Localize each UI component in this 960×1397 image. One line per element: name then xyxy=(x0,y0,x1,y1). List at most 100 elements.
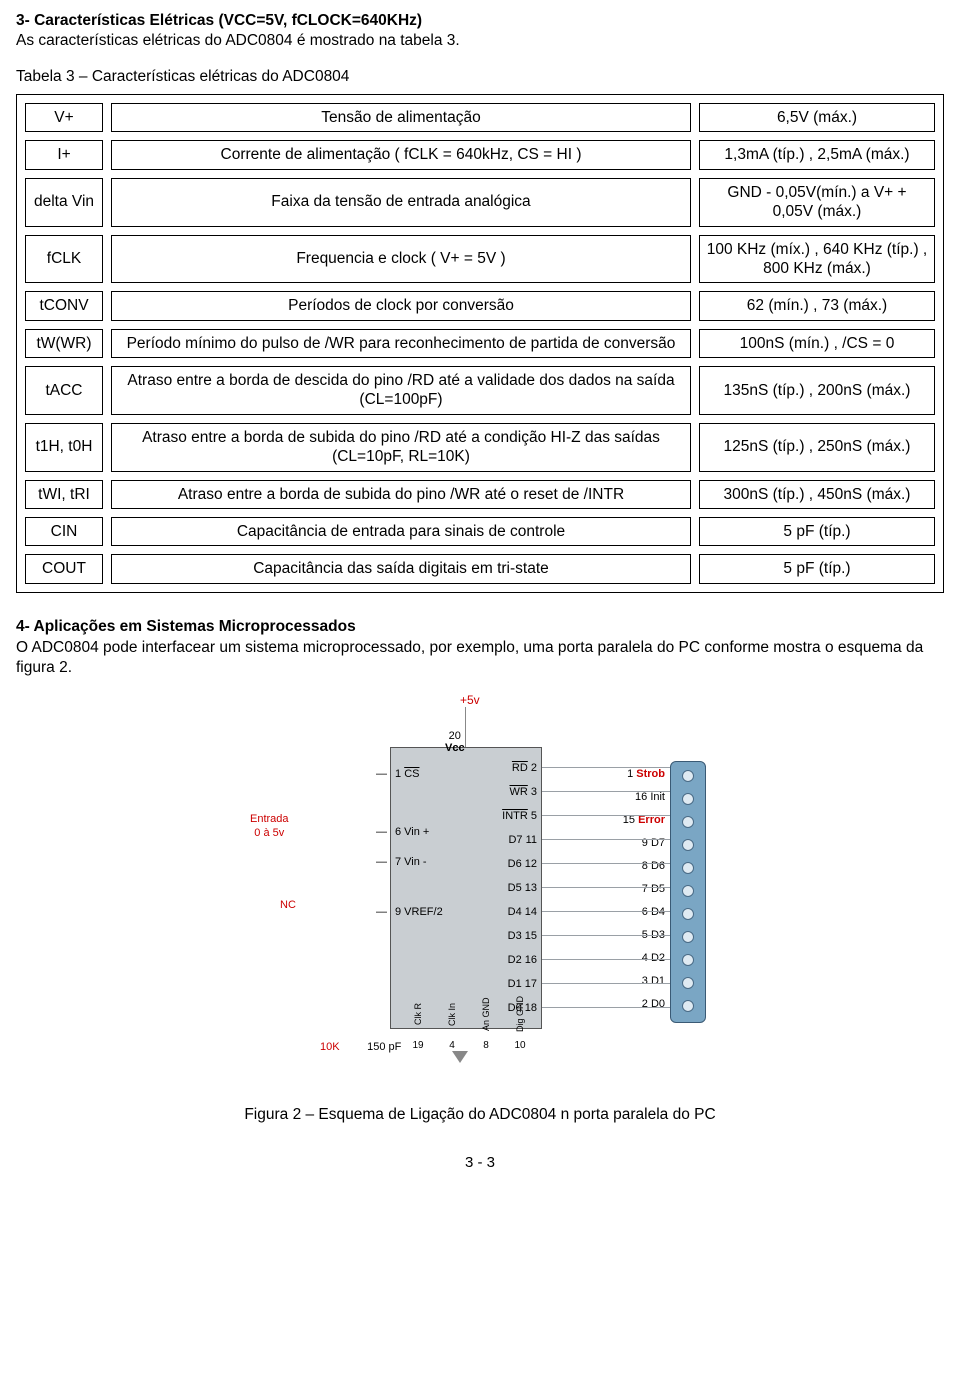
figure2-schematic: +5v 20Vcc1 CS—6 Vin +—7 Vin -—9 VREF/2—R… xyxy=(220,691,740,1091)
table-row: V+Tensão de alimentação6,5V (máx.) xyxy=(25,103,935,132)
nc-label: NC xyxy=(280,899,296,911)
connector-pin-label: 2 D0 xyxy=(642,998,665,1010)
connector-pin-dot xyxy=(682,885,694,897)
connector-pin-dot xyxy=(682,816,694,828)
value-cell: GND - 0,05V(mín.) a V+ + 0,05V (máx.) xyxy=(699,178,935,227)
chip-pin-left: 9 VREF/2 xyxy=(395,906,443,918)
chip-pin-left: 6 Vin + xyxy=(395,826,429,838)
symbol-cell: tACC xyxy=(25,366,103,415)
section4-body: O ADC0804 pode interfacear um sistema mi… xyxy=(16,639,923,677)
connector-pin-label: 7 D5 xyxy=(642,883,665,895)
description-cell: Período mínimo do pulso de /WR para reco… xyxy=(111,329,691,358)
table-row: tWI, tRI Atraso entre a borda de subida d… xyxy=(25,480,935,509)
chip-pin-top: 20Vcc xyxy=(445,730,465,754)
value-cell: 135nS (típ.) , 200nS (máx.) xyxy=(699,366,935,415)
table-row: delta VinFaixa da tensão de entrada anal… xyxy=(25,178,935,227)
description-cell: Tensão de alimentação xyxy=(111,103,691,132)
adc0804-chip: 20Vcc1 CS—6 Vin +—7 Vin -—9 VREF/2—RD 2W… xyxy=(390,747,542,1029)
description-cell: Capacitância das saída digitais em tri-s… xyxy=(111,554,691,583)
description-cell: Atraso entre a borda de subida do pino /… xyxy=(111,480,691,509)
wire xyxy=(542,983,670,984)
chip-pin-right: D6 12 xyxy=(508,858,537,870)
symbol-cell: t1H, t0H xyxy=(25,423,103,472)
symbol-cell: V+ xyxy=(25,103,103,132)
table-row: tCONVPeríodos de clock por conversão62 (… xyxy=(25,291,935,320)
connector-pin-dot xyxy=(682,1000,694,1012)
rc-network: 10K 150 pF xyxy=(320,1041,401,1053)
symbol-cell: tCONV xyxy=(25,291,103,320)
chip-pin-left: 7 Vin - xyxy=(395,856,427,868)
wire xyxy=(542,839,670,840)
figure2-caption: Figura 2 – Esquema de Ligação do ADC0804… xyxy=(16,1106,944,1124)
table-row: CIN Capacitância de entrada para sinais d… xyxy=(25,517,935,546)
table-row: fCLKFrequencia e clock ( V+ = 5V )100 KH… xyxy=(25,235,935,284)
section3-subtitle: As características elétricas do ADC0804 … xyxy=(16,32,944,50)
connector-pin-dot xyxy=(682,862,694,874)
connector-pin-label: 16 Init xyxy=(635,791,665,803)
characteristics-table: V+Tensão de alimentação6,5V (máx.)I+Corr… xyxy=(16,94,944,593)
wire xyxy=(542,863,670,864)
ground-icon xyxy=(452,1051,468,1063)
value-cell: 5 pF (típ.) xyxy=(699,517,935,546)
page-number: 3 - 3 xyxy=(16,1154,944,1171)
connector-pin-dot xyxy=(682,954,694,966)
chip-pin-right: D1 17 xyxy=(508,978,537,990)
symbol-cell: CIN xyxy=(25,517,103,546)
chip-pin-right: D7 11 xyxy=(508,834,537,846)
chip-pin-right: INTR 5 xyxy=(502,810,537,822)
symbol-cell: COUT xyxy=(25,554,103,583)
table-row: I+ Corrente de alimentação ( fCLK = 640kH… xyxy=(25,140,935,169)
description-cell: Atraso entre a borda de subida do pino /… xyxy=(111,423,691,472)
table3-caption: Tabela 3 – Características elétricas do … xyxy=(16,68,944,86)
wire xyxy=(542,959,670,960)
chip-pin-right: D5 13 xyxy=(508,882,537,894)
wire xyxy=(542,911,670,912)
description-cell: Capacitância de entrada para sinais de c… xyxy=(111,517,691,546)
chip-pin-left-wire: — xyxy=(337,856,387,868)
value-cell: 1,3mA (típ.) , 2,5mA (máx.) xyxy=(699,140,935,169)
section4: 4- Aplicações em Sistemas Microprocessad… xyxy=(16,617,944,680)
cap-label: 150 pF xyxy=(367,1041,401,1053)
chip-pin-right: D2 16 xyxy=(508,954,537,966)
chip-pin-right: RD 2 xyxy=(512,762,537,774)
chip-pin-left-wire: — xyxy=(337,826,387,838)
section3-title: 3- Características Elétricas (VCC=5V, fC… xyxy=(16,12,944,30)
entrada-l2: 0 à 5v xyxy=(254,827,284,839)
connector-pin-dot xyxy=(682,931,694,943)
connector-pin-dot xyxy=(682,793,694,805)
chip-pin-right: WR 3 xyxy=(509,786,537,798)
wire xyxy=(542,767,670,768)
connector-pin-label: 6 D4 xyxy=(642,906,665,918)
description-cell: Faixa da tensão de entrada analógica xyxy=(111,178,691,227)
symbol-cell: I+ xyxy=(25,140,103,169)
r10k-label: 10K xyxy=(320,1041,340,1053)
description-cell: Corrente de alimentação ( fCLK = 640kHz,… xyxy=(111,140,691,169)
chip-pin-bottom: Dig GND10 xyxy=(500,991,540,1051)
chip-pin-left: 1 CS xyxy=(395,768,419,780)
chip-pin-right: D4 14 xyxy=(508,906,537,918)
value-cell: 100 KHz (míx.) , 640 KHz (típ.) , 800 KH… xyxy=(699,235,935,284)
entrada-label: Entrada 0 à 5v xyxy=(250,813,289,839)
symbol-cell: fCLK xyxy=(25,235,103,284)
value-cell: 5 pF (típ.) xyxy=(699,554,935,583)
table-row: tW(WR) Período mínimo do pulso de /WR par… xyxy=(25,329,935,358)
parallel-port-connector: 1 Strob16 Init15 Error9 D78 D67 D56 D45 … xyxy=(670,761,706,1023)
table-row: tACCAtraso entre a borda de descida do p… xyxy=(25,366,935,415)
entrada-l1: Entrada xyxy=(250,813,289,825)
symbol-cell: tWI, tRI xyxy=(25,480,103,509)
value-cell: 300nS (típ.) , 450nS (máx.) xyxy=(699,480,935,509)
chip-pin-left-wire: — xyxy=(337,768,387,780)
description-cell: Atraso entre a borda de descida do pino … xyxy=(111,366,691,415)
section4-title: 4- Aplicações em Sistemas Microprocessad… xyxy=(16,618,356,635)
chip-pin-right: D3 15 xyxy=(508,930,537,942)
wire xyxy=(542,887,670,888)
vplus-label: +5v xyxy=(460,693,480,707)
symbol-cell: tW(WR) xyxy=(25,329,103,358)
connector-pin-label: 1 Strob xyxy=(627,768,665,780)
value-cell: 100nS (mín.) , /CS = 0 xyxy=(699,329,935,358)
symbol-cell: delta Vin xyxy=(25,178,103,227)
connector-pin-dot xyxy=(682,977,694,989)
wire xyxy=(542,935,670,936)
value-cell: 125nS (típ.) , 250nS (máx.) xyxy=(699,423,935,472)
wire xyxy=(542,1007,670,1008)
